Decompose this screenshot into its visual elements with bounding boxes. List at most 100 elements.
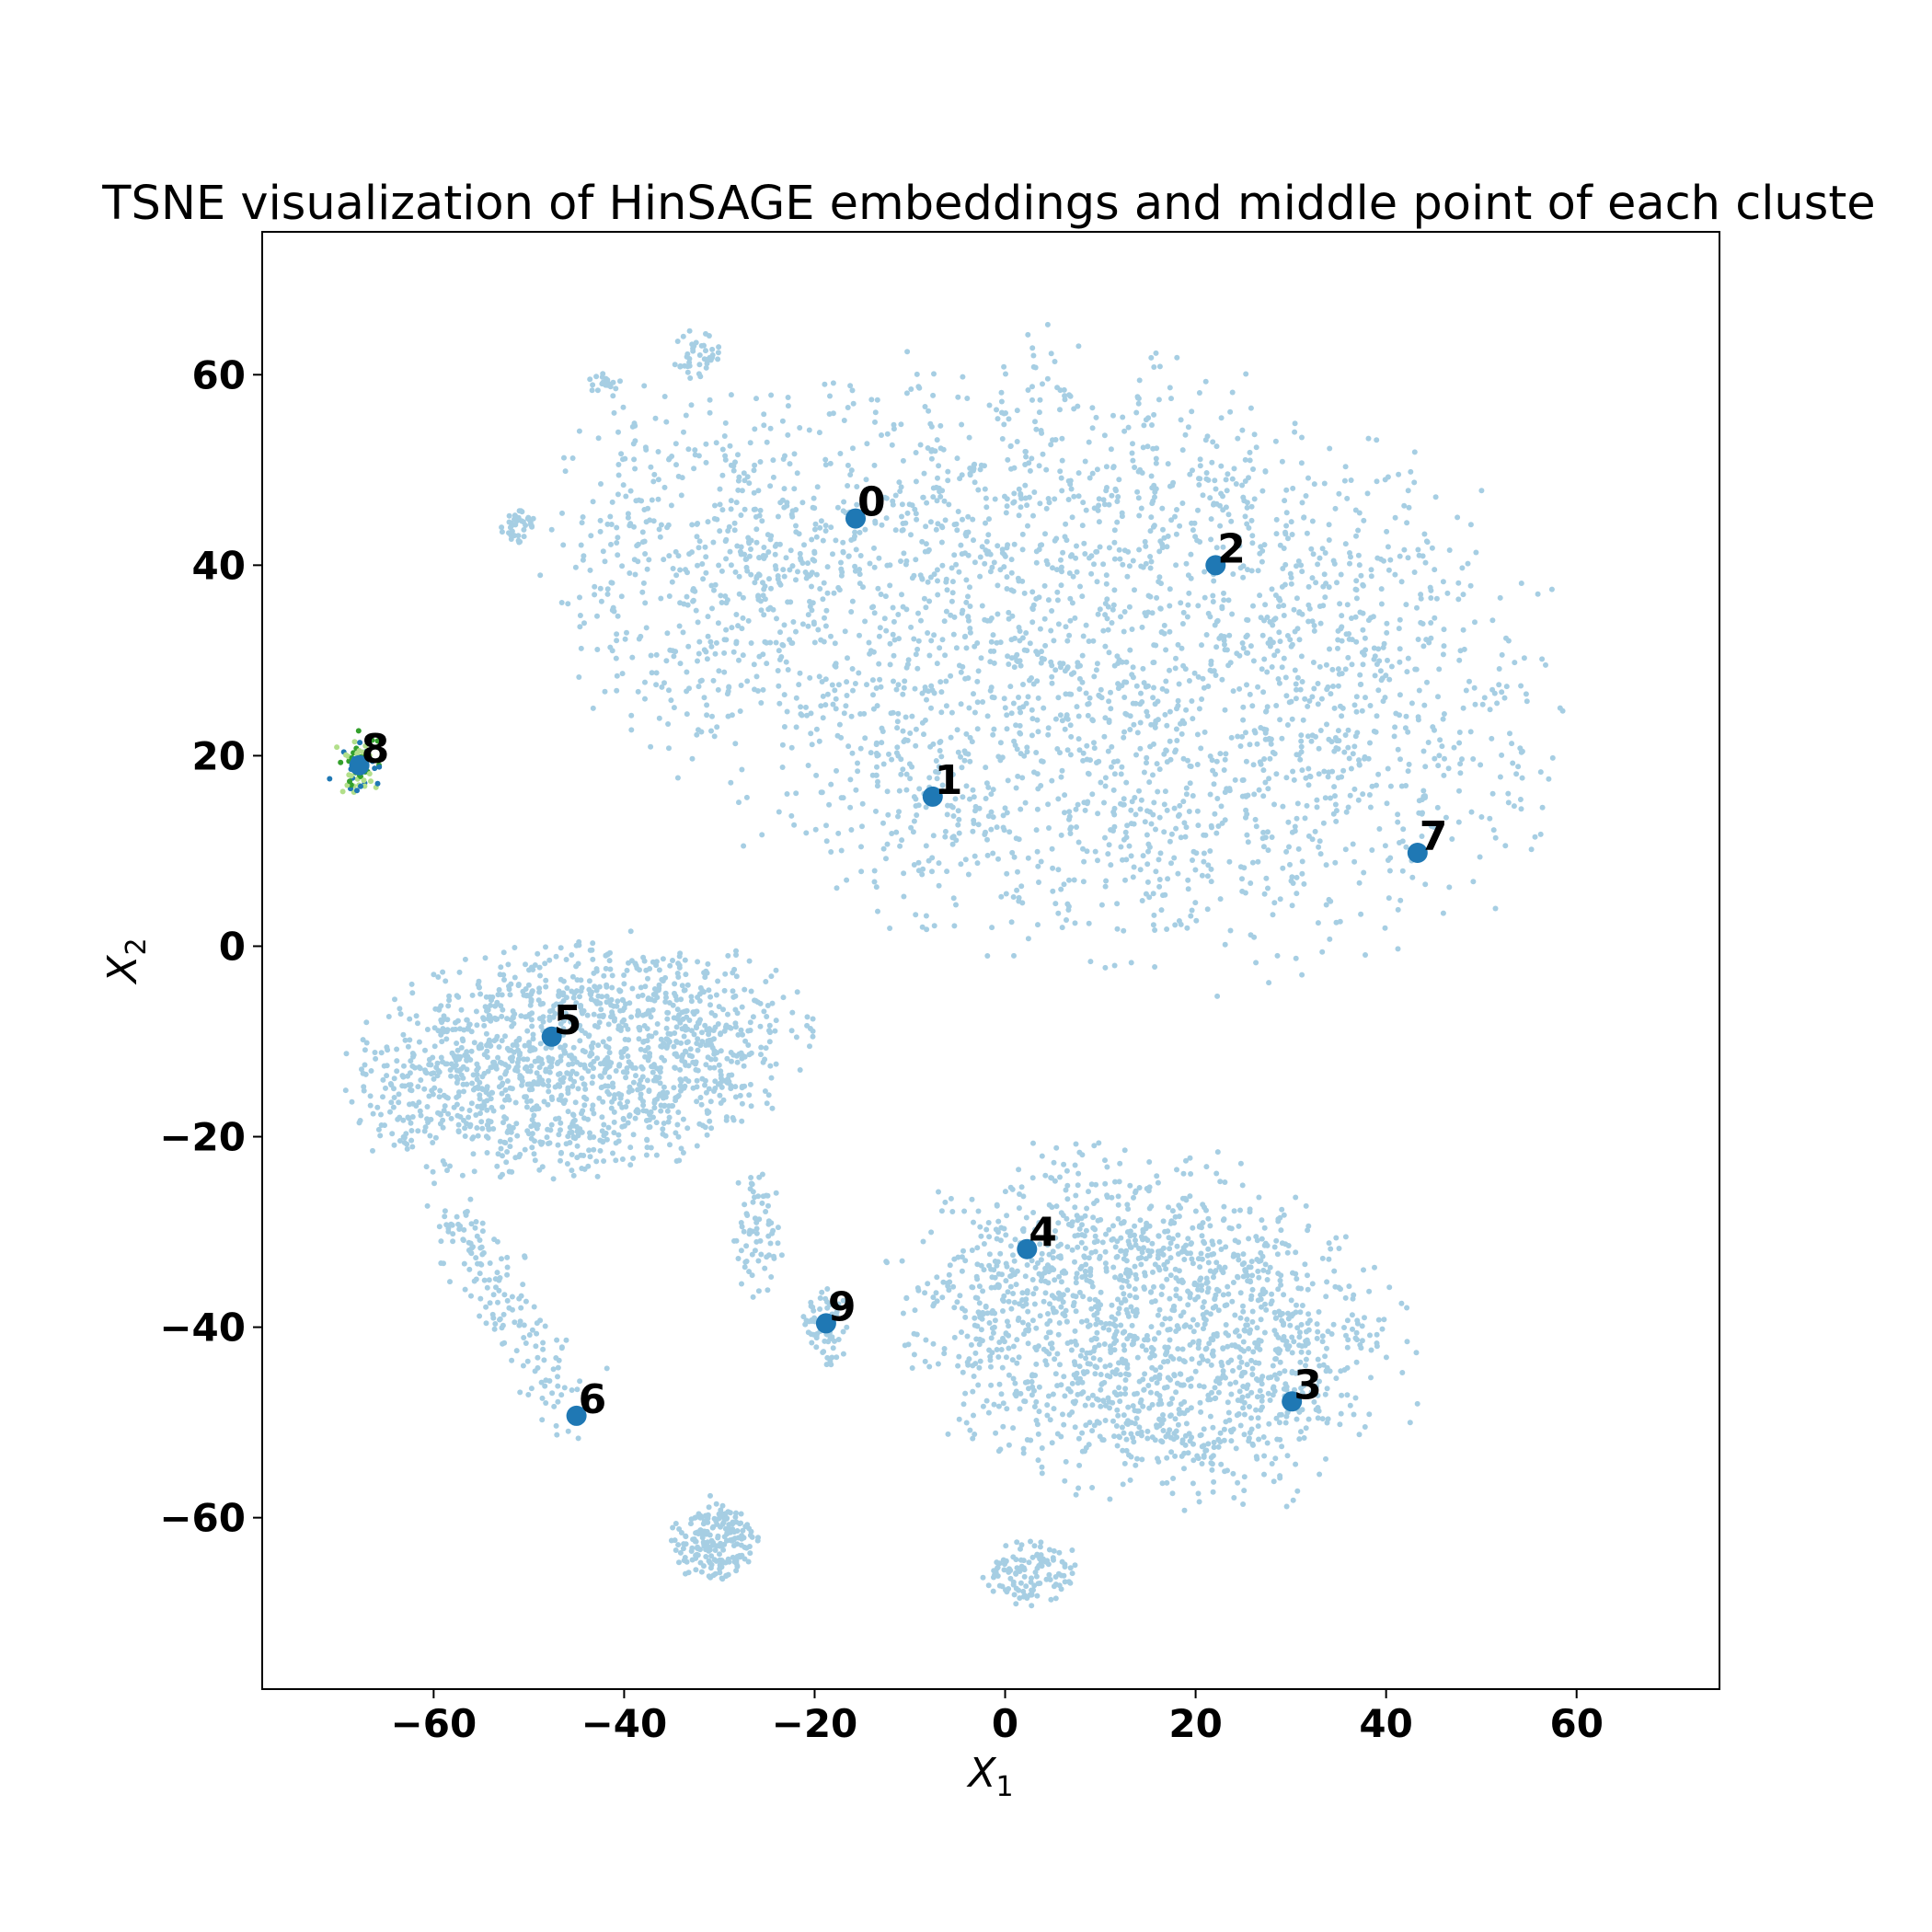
embedding-point — [1034, 1421, 1041, 1428]
embedding-point — [1077, 583, 1083, 590]
embedding-point — [1141, 680, 1147, 686]
embedding-point — [1223, 751, 1229, 757]
embedding-point — [474, 1067, 480, 1074]
embedding-point — [1111, 556, 1118, 562]
embedding-point — [437, 1087, 443, 1094]
embedding-point — [565, 1087, 571, 1093]
embedding-point — [1111, 539, 1118, 546]
embedding-point — [395, 1116, 401, 1122]
embedding-point — [763, 553, 768, 559]
embedding-point — [1091, 740, 1097, 746]
embedding-point — [673, 1024, 680, 1030]
embedding-point — [937, 748, 943, 753]
embedding-point — [604, 983, 610, 990]
embedding-point — [1323, 902, 1329, 908]
embedding-point — [1293, 1461, 1299, 1467]
embedding-point — [791, 822, 798, 828]
embedding-point — [1088, 570, 1095, 577]
embedding-point — [989, 925, 995, 931]
embedding-point — [436, 1006, 443, 1012]
embedding-point — [690, 598, 696, 604]
embedding-point — [704, 702, 710, 708]
embedding-point — [1503, 684, 1510, 690]
embedding-point — [1470, 879, 1477, 885]
embedding-point — [856, 670, 862, 676]
embedding-point — [937, 645, 943, 651]
embedding-point — [718, 592, 724, 599]
embedding-point — [1254, 1394, 1260, 1400]
embedding-point — [1052, 667, 1059, 673]
embedding-point — [725, 1011, 730, 1018]
embedding-point — [1451, 744, 1457, 751]
embedding-point — [1501, 695, 1508, 701]
embedding-point — [1011, 854, 1018, 860]
embedding-point — [1030, 352, 1037, 359]
embedding-point — [1301, 880, 1307, 887]
embedding-point — [1306, 605, 1313, 612]
embedding-point — [1067, 477, 1074, 484]
embedding-point — [970, 828, 976, 834]
embedding-point — [674, 775, 681, 781]
embedding-point — [468, 1100, 475, 1107]
embedding-point — [1366, 792, 1373, 798]
embedding-point — [707, 994, 714, 1000]
embedding-point — [1261, 756, 1268, 762]
embedding-point — [529, 1023, 535, 1029]
embedding-point — [1267, 755, 1273, 762]
embedding-point — [754, 688, 761, 694]
embedding-point — [1248, 503, 1255, 510]
embedding-point — [1282, 498, 1288, 504]
embedding-point — [1208, 516, 1214, 523]
embedding-point — [1346, 1283, 1352, 1290]
embedding-point — [1164, 544, 1170, 550]
embedding-point — [1421, 531, 1428, 537]
embedding-point — [1210, 592, 1216, 599]
embedding-point — [884, 841, 891, 847]
embedding-point — [666, 553, 673, 559]
embedding-point — [481, 1022, 488, 1029]
embedding-point — [1004, 810, 1010, 816]
embedding-point — [1029, 732, 1035, 739]
embedding-point — [954, 527, 960, 534]
embedding-point — [901, 684, 907, 691]
embedding-point — [1294, 891, 1300, 897]
embedding-point — [720, 1006, 726, 1013]
embedding-point — [1113, 488, 1119, 494]
embedding-point — [1353, 638, 1360, 645]
embedding-point — [766, 1022, 773, 1029]
embedding-point — [1290, 768, 1296, 775]
embedding-point — [558, 1127, 563, 1133]
embedding-point — [1537, 769, 1544, 776]
embedding-point — [1196, 1360, 1202, 1366]
embedding-point — [1250, 466, 1256, 472]
embedding-point — [1043, 505, 1050, 512]
embedding-point — [402, 1037, 408, 1043]
embedding-point — [648, 464, 654, 470]
embedding-point — [1131, 1439, 1137, 1445]
embedding-point — [540, 1081, 546, 1087]
embedding-point — [1064, 638, 1071, 644]
embedding-point — [1339, 613, 1345, 619]
embedding-point — [693, 1059, 699, 1065]
embedding-point — [1288, 643, 1294, 650]
embedding-point — [431, 1043, 438, 1050]
embedding-point — [385, 1014, 392, 1019]
embedding-point — [1254, 741, 1260, 747]
embedding-point — [1169, 482, 1176, 489]
embedding-point — [576, 428, 582, 434]
embedding-point — [1313, 580, 1319, 586]
embedding-point — [838, 566, 845, 572]
embedding-point — [694, 534, 700, 540]
embedding-point — [1163, 647, 1169, 653]
embedding-point — [1298, 732, 1305, 739]
embedding-point — [1072, 920, 1078, 926]
embedding-point — [705, 633, 711, 639]
embedding-point — [789, 563, 796, 569]
embedding-point — [1121, 734, 1127, 741]
embedding-point — [845, 462, 851, 468]
embedding-point — [728, 1086, 734, 1092]
embedding-point — [635, 688, 641, 695]
embedding-point — [610, 1150, 615, 1156]
embedding-point — [929, 868, 935, 875]
embedding-point — [598, 598, 604, 604]
